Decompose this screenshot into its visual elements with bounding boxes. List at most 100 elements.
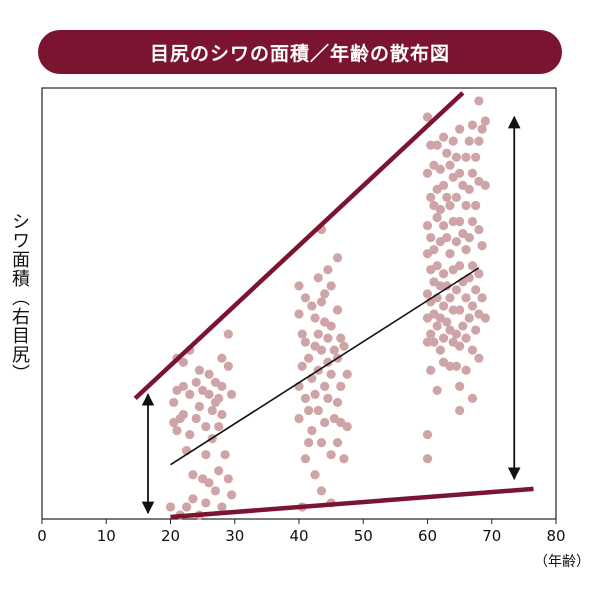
data-point (297, 329, 307, 339)
data-point (445, 249, 455, 259)
data-point (329, 345, 339, 355)
data-point (455, 124, 465, 134)
data-point (448, 305, 458, 315)
data-point (451, 192, 462, 202)
data-point (480, 180, 490, 190)
data-point (467, 168, 478, 178)
data-point (304, 353, 314, 363)
data-point (307, 425, 317, 436)
data-point (320, 289, 330, 299)
data-point (223, 474, 233, 484)
data-point (455, 405, 465, 416)
data-point (451, 237, 462, 247)
y-axis-label: シワ面積（右目尻） (9, 212, 30, 383)
data-point (422, 289, 433, 299)
data-point (461, 293, 471, 303)
data-point (316, 297, 327, 307)
data-point (467, 345, 478, 355)
data-point (320, 381, 330, 391)
data-point (320, 417, 330, 428)
data-point (310, 470, 320, 480)
data-point (474, 353, 484, 363)
data-point (438, 220, 449, 231)
data-point (310, 389, 320, 399)
data-point (455, 305, 465, 315)
data-point (438, 301, 449, 311)
data-point (323, 265, 333, 275)
data-point (226, 389, 237, 399)
title-banner: 目尻のシワの面積／年齢の散布図 (38, 30, 562, 74)
data-point (458, 321, 468, 331)
data-point (201, 450, 211, 460)
data-point (336, 333, 346, 343)
data-point (455, 341, 465, 351)
data-point (316, 438, 327, 448)
data-point (204, 389, 214, 399)
data-point (435, 345, 445, 355)
data-point (422, 337, 433, 347)
data-point (442, 148, 452, 158)
data-point (172, 425, 182, 436)
x-tick-label: 20 (161, 527, 180, 545)
data-point (442, 281, 452, 291)
data-point (217, 381, 227, 391)
data-point (326, 369, 336, 379)
x-tick-label: 80 (546, 527, 565, 545)
data-point (442, 317, 452, 327)
data-point (432, 212, 442, 223)
data-point (448, 216, 458, 227)
data-point (188, 494, 198, 504)
data-point (422, 220, 433, 231)
x-tick-label: 60 (418, 527, 437, 545)
data-point (445, 361, 455, 371)
data-point (445, 200, 455, 211)
data-point (451, 285, 462, 295)
data-point (467, 261, 478, 271)
data-point (471, 285, 481, 295)
plot-frame (41, 87, 557, 520)
data-point (445, 293, 455, 303)
data-point (297, 361, 307, 371)
data-point (422, 168, 433, 178)
data-point (326, 281, 336, 291)
data-point (300, 393, 311, 403)
data-point (451, 152, 462, 162)
data-point (307, 301, 317, 311)
data-point (310, 313, 320, 323)
data-point (438, 180, 449, 190)
data-point (194, 401, 205, 412)
chart-title: 目尻のシワの面積／年齢の散布図 (149, 42, 450, 65)
data-point (191, 377, 201, 387)
data-point (191, 413, 201, 424)
data-point (332, 253, 343, 263)
data-point (214, 421, 224, 432)
data-point (438, 333, 449, 343)
data-point (426, 140, 436, 150)
x-tick-label: 10 (97, 527, 116, 545)
data-point (339, 341, 349, 351)
data-point (461, 333, 471, 343)
data-point (426, 192, 436, 202)
data-point (217, 409, 227, 420)
data-point (455, 168, 465, 178)
data-point (204, 478, 214, 488)
data-point (432, 261, 442, 271)
data-point (477, 124, 487, 134)
x-tick-label: 50 (354, 527, 373, 545)
data-point (464, 313, 474, 323)
data-point (435, 204, 445, 215)
data-point (220, 450, 230, 460)
data-point (448, 136, 458, 146)
data-point (201, 498, 211, 508)
data-point (316, 486, 327, 496)
x-axis-label: （年齢） (534, 554, 590, 570)
data-point (223, 329, 233, 339)
data-point (188, 470, 198, 480)
data-point (435, 281, 445, 291)
data-point (194, 365, 205, 375)
data-point (214, 393, 224, 403)
data-point (455, 216, 465, 227)
data-point (342, 421, 352, 432)
data-point (442, 192, 452, 202)
